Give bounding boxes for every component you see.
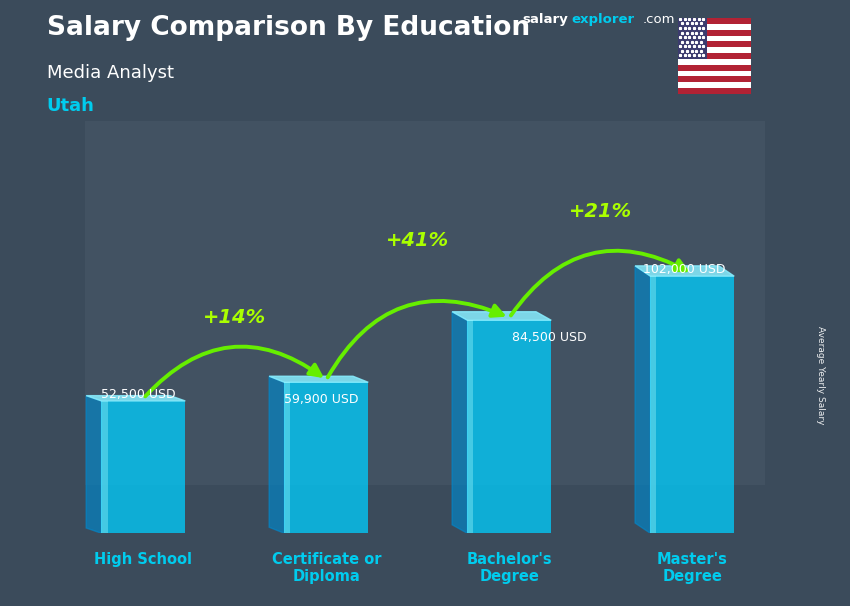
Text: Utah: Utah [47,97,94,115]
FancyArrowPatch shape [511,251,686,316]
Bar [678,18,751,24]
Bar [468,320,473,533]
FancyArrowPatch shape [328,301,502,378]
Text: 59,900 USD: 59,900 USD [284,393,358,407]
Text: Average Yearly Salary: Average Yearly Salary [816,327,824,425]
FancyBboxPatch shape [650,276,734,533]
Bar [85,121,765,485]
Bar [678,53,751,59]
Bar [678,71,751,76]
Bar [678,65,751,71]
Text: 84,500 USD: 84,500 USD [513,331,587,344]
Polygon shape [269,376,368,382]
Bar [678,76,751,82]
Text: Media Analyst: Media Analyst [47,64,173,82]
Text: +21%: +21% [570,202,632,221]
Bar [678,88,751,94]
FancyArrowPatch shape [145,347,320,396]
Polygon shape [452,311,468,533]
Polygon shape [635,266,650,533]
FancyBboxPatch shape [101,401,185,533]
Bar [285,382,291,533]
Bar [650,276,656,533]
Polygon shape [452,311,552,320]
Text: +41%: +41% [386,231,450,250]
FancyBboxPatch shape [285,382,368,533]
Text: 52,500 USD: 52,500 USD [100,388,175,401]
Bar [678,59,751,65]
Bar [678,30,751,36]
Text: salary: salary [523,13,569,26]
Bar [101,401,108,533]
Polygon shape [269,376,285,533]
Text: explorer: explorer [571,13,634,26]
Polygon shape [86,396,101,533]
Text: Salary Comparison By Education: Salary Comparison By Education [47,15,530,41]
Bar [678,18,707,59]
Polygon shape [86,396,185,401]
Bar [678,82,751,88]
Bar [678,47,751,53]
FancyBboxPatch shape [468,320,552,533]
Text: 102,000 USD: 102,000 USD [643,264,726,276]
Text: .com: .com [643,13,675,26]
Bar [678,41,751,47]
Bar [678,36,751,41]
Polygon shape [635,266,734,276]
Text: +14%: +14% [203,308,266,327]
Bar [678,24,751,30]
